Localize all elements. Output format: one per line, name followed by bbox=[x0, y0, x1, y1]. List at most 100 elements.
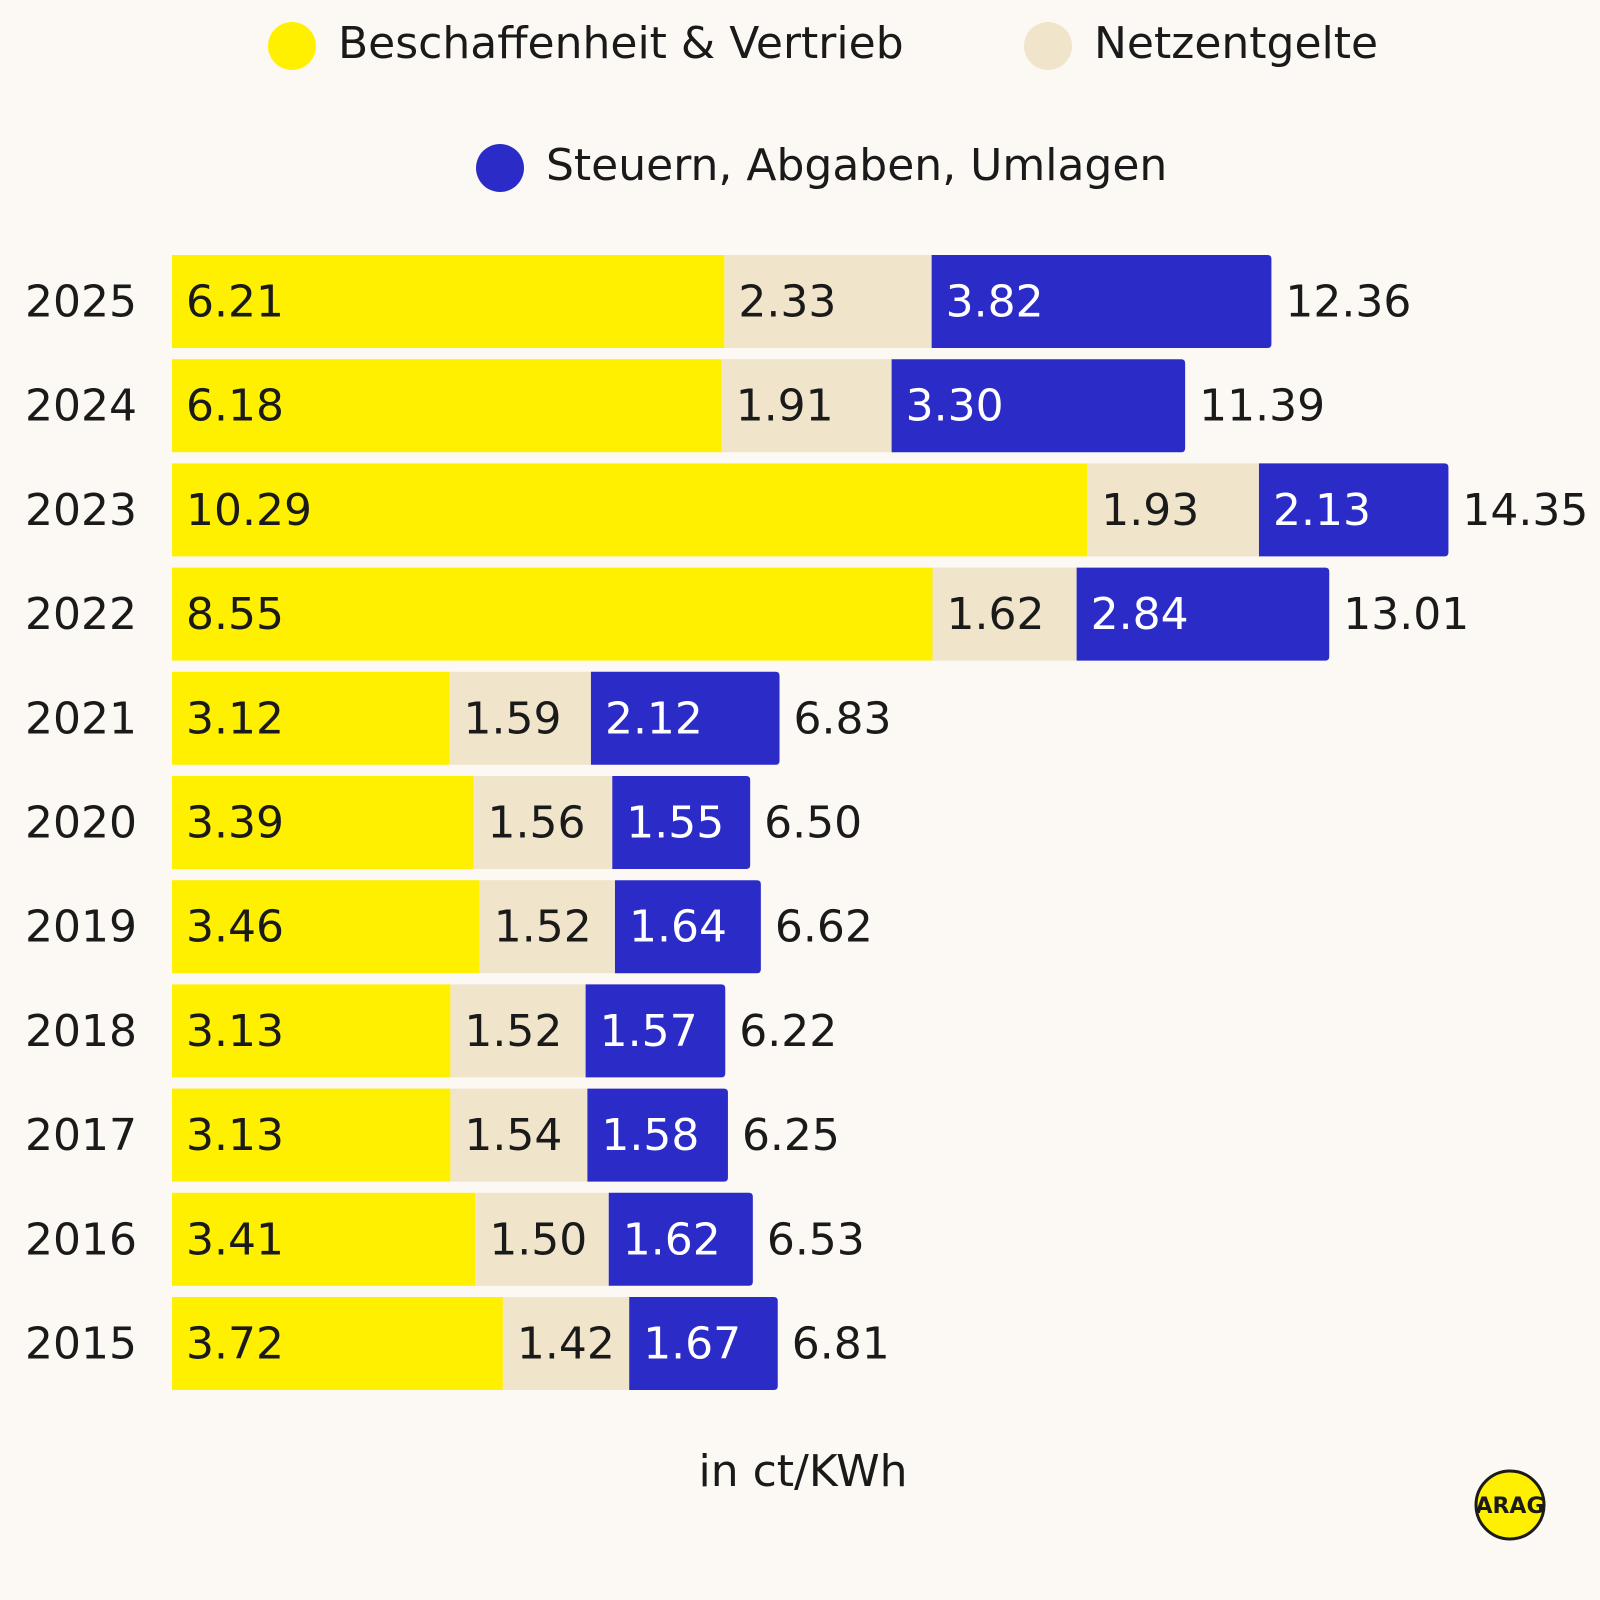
segment-value-label: 3.82 bbox=[946, 277, 1044, 328]
segment-value-label: 1.62 bbox=[623, 1214, 721, 1265]
total-value-label: 6.50 bbox=[764, 798, 862, 849]
year-label: 2021 bbox=[25, 693, 137, 744]
segment-value-label: 1.42 bbox=[517, 1319, 615, 1370]
bar-row-2022: 2022 8.55 1.62 2.84 13.01 bbox=[25, 567, 1469, 661]
total-value-label: 6.62 bbox=[775, 902, 873, 953]
segment-value-label: 8.55 bbox=[186, 589, 284, 640]
segment-value-label: 1.93 bbox=[1101, 485, 1199, 536]
segment-value-label: 2.12 bbox=[605, 693, 703, 744]
bar-segment-2 bbox=[614, 880, 761, 974]
bar-segment-1 bbox=[450, 1088, 588, 1182]
year-label: 2022 bbox=[25, 589, 137, 640]
segment-value-label: 1.58 bbox=[601, 1110, 699, 1161]
segment-value-label: 1.50 bbox=[489, 1214, 587, 1265]
bar-segment-0 bbox=[172, 255, 725, 348]
segment-value-label: 3.39 bbox=[186, 798, 284, 849]
segment-value-label: 1.91 bbox=[736, 381, 834, 432]
bar-segment-0 bbox=[172, 671, 450, 765]
bar-segment-2 bbox=[891, 359, 1186, 453]
legend-swatch-0 bbox=[268, 22, 316, 70]
segment-value-label: 3.72 bbox=[186, 1319, 284, 1370]
year-label: 2020 bbox=[25, 798, 137, 849]
segment-value-label: 3.13 bbox=[186, 1110, 284, 1161]
year-label: 2024 bbox=[25, 381, 137, 432]
segment-value-label: 3.13 bbox=[186, 1006, 284, 1057]
bar-segment-1 bbox=[1087, 463, 1259, 557]
total-value-label: 6.25 bbox=[742, 1110, 840, 1161]
unit-label: in ct/KWh bbox=[698, 1446, 907, 1497]
total-value-label: 14.35 bbox=[1462, 485, 1588, 536]
legend-swatch-2 bbox=[476, 144, 524, 192]
segment-value-label: 1.59 bbox=[464, 693, 562, 744]
legend-swatch-1 bbox=[1024, 22, 1072, 70]
segment-value-label: 1.56 bbox=[488, 798, 586, 849]
bars-area: 2025 6.21 2.33 3.82 12.36 2024 6.18 1.91 3.30 11.… bbox=[25, 255, 1588, 1390]
bar-segment-2 bbox=[1258, 463, 1449, 557]
bar-segment-1 bbox=[449, 671, 591, 765]
total-value-label: 6.53 bbox=[767, 1214, 865, 1265]
legend-label-1: Netzentgelte bbox=[1094, 18, 1378, 69]
bar-row-2019: 2019 3.46 1.52 1.64 6.62 bbox=[25, 880, 873, 974]
segment-value-label: 1.57 bbox=[600, 1006, 698, 1057]
bar-segment-1 bbox=[932, 567, 1077, 661]
bar-segment-1 bbox=[475, 1192, 609, 1286]
segment-value-label: 6.21 bbox=[186, 277, 284, 328]
bar-row-2025: 2025 6.21 2.33 3.82 12.36 bbox=[25, 255, 1411, 348]
bar-row-2021: 2021 3.12 1.59 2.12 6.83 bbox=[25, 671, 892, 765]
segment-value-label: 2.84 bbox=[1091, 589, 1189, 640]
bar-segment-2 bbox=[608, 1192, 753, 1286]
year-label: 2015 bbox=[25, 1319, 137, 1370]
arag-logo-badge bbox=[1474, 1469, 1546, 1541]
bar-segment-0 bbox=[172, 776, 474, 869]
segment-value-label: 1.62 bbox=[947, 589, 1045, 640]
total-value-label: 6.22 bbox=[739, 1006, 837, 1057]
bar-segment-0 bbox=[172, 1297, 503, 1390]
bar-segment-0 bbox=[172, 880, 480, 974]
bar-segment-0 bbox=[172, 1088, 451, 1182]
segment-value-label: 6.18 bbox=[186, 381, 284, 432]
total-value-label: 12.36 bbox=[1285, 277, 1411, 328]
total-value-label: 11.39 bbox=[1199, 381, 1325, 432]
legend-label-2: Steuern, Abgaben, Umlagen bbox=[546, 140, 1167, 191]
total-value-label: 6.83 bbox=[794, 693, 892, 744]
bar-segment-2 bbox=[587, 1088, 728, 1182]
segment-value-label: 10.29 bbox=[186, 485, 312, 536]
legend-label-0: Beschaffenheit & Vertrieb bbox=[338, 18, 904, 69]
segment-value-label: 3.46 bbox=[186, 902, 284, 953]
bar-row-2024: 2024 6.18 1.91 3.30 11.39 bbox=[25, 359, 1325, 453]
bar-row-2020: 2020 3.39 1.56 1.55 6.50 bbox=[25, 776, 862, 869]
bar-segment-2 bbox=[629, 1297, 778, 1390]
bar-segment-1 bbox=[502, 1297, 630, 1390]
year-label: 2025 bbox=[25, 277, 137, 328]
bar-row-2017: 2017 3.13 1.54 1.58 6.25 bbox=[25, 1088, 840, 1182]
bar-segment-0 bbox=[172, 984, 451, 1078]
year-label: 2018 bbox=[25, 1006, 137, 1057]
segment-value-label: 3.41 bbox=[186, 1214, 284, 1265]
bar-row-2018: 2018 3.13 1.52 1.57 6.22 bbox=[25, 984, 837, 1078]
segment-value-label: 1.54 bbox=[464, 1110, 562, 1161]
segment-value-label: 2.13 bbox=[1273, 485, 1371, 536]
bar-segment-2 bbox=[1076, 567, 1330, 661]
segment-value-label: 1.52 bbox=[494, 902, 592, 953]
year-label: 2017 bbox=[25, 1110, 137, 1161]
segment-value-label: 3.30 bbox=[906, 381, 1004, 432]
bar-segment-0 bbox=[172, 567, 933, 661]
bar-segment-2 bbox=[585, 984, 726, 1078]
bar-segment-2 bbox=[590, 671, 780, 765]
arag-logo-text: ARAG bbox=[1475, 1494, 1544, 1519]
bar-segment-2 bbox=[612, 776, 751, 869]
bar-segment-1 bbox=[479, 880, 615, 974]
bar-row-2023: 2023 10.29 1.93 2.13 14.35 bbox=[25, 463, 1588, 557]
legend: Beschaffenheit & Vertrieb Netzentgelte Ste… bbox=[268, 18, 1378, 192]
bar-segment-1 bbox=[724, 255, 932, 348]
total-value-label: 6.81 bbox=[792, 1319, 890, 1370]
year-label: 2019 bbox=[25, 902, 137, 953]
year-label: 2016 bbox=[25, 1214, 137, 1265]
segment-value-label: 1.64 bbox=[629, 902, 727, 953]
bar-segment-1 bbox=[473, 776, 613, 869]
segment-value-label: 1.52 bbox=[464, 1006, 562, 1057]
bar-segment-1 bbox=[721, 359, 892, 453]
bar-segment-0 bbox=[172, 1192, 476, 1286]
bar-segment-0 bbox=[172, 359, 722, 453]
